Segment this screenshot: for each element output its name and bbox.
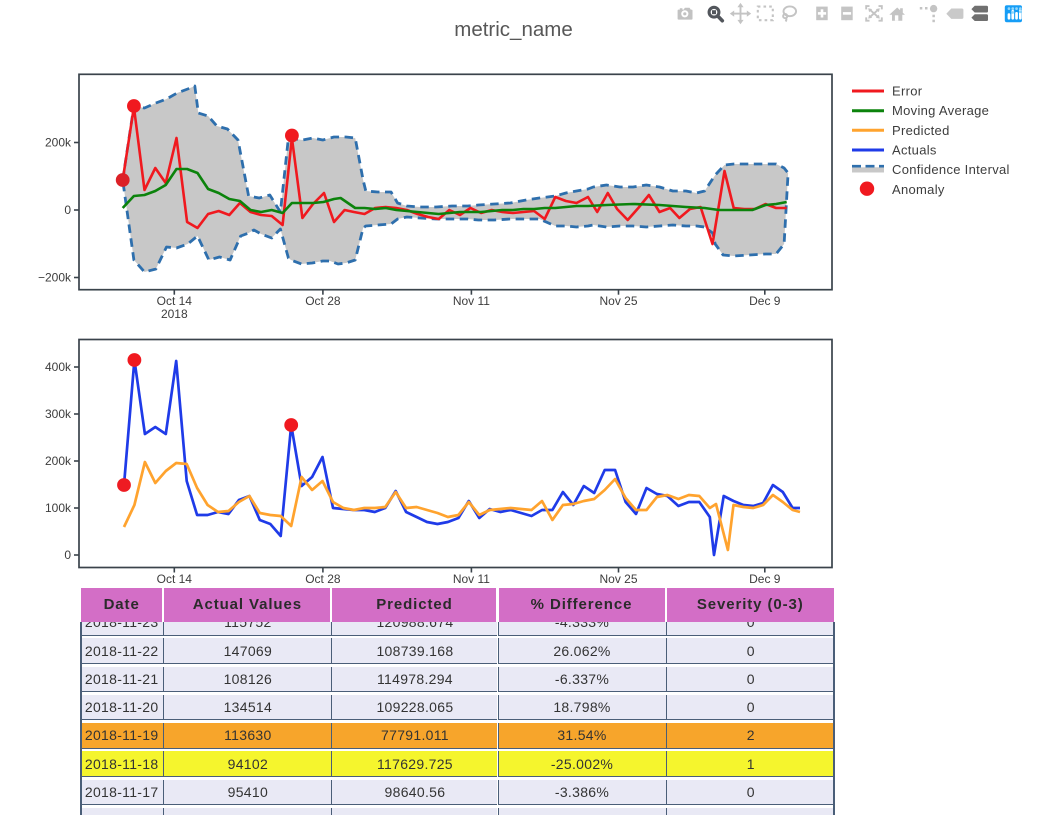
svg-text:Nov 25: Nov 25 <box>599 572 637 586</box>
svg-text:Oct 14: Oct 14 <box>157 572 193 586</box>
svg-text:0: 0 <box>64 548 71 562</box>
svg-text:100k: 100k <box>45 501 72 515</box>
svg-text:Confidence Interval: Confidence Interval <box>892 162 1010 177</box>
svg-text:200k: 200k <box>45 136 72 150</box>
svg-text:Predicted: Predicted <box>892 123 950 138</box>
svg-text:Nov 11: Nov 11 <box>453 294 490 308</box>
svg-text:200k: 200k <box>45 454 72 468</box>
svg-text:Nov 25: Nov 25 <box>599 294 637 308</box>
svg-text:2018: 2018 <box>161 307 188 321</box>
svg-text:Actuals: Actuals <box>892 143 937 158</box>
svg-text:0: 0 <box>64 203 71 217</box>
svg-text:−200k: −200k <box>38 271 72 285</box>
svg-text:Oct 28: Oct 28 <box>305 572 341 586</box>
svg-text:Nov 11: Nov 11 <box>453 572 490 586</box>
svg-text:Error: Error <box>892 84 923 99</box>
svg-text:Oct 28: Oct 28 <box>305 294 341 308</box>
svg-text:400k: 400k <box>45 360 72 374</box>
svg-text:Dec 9: Dec 9 <box>749 294 781 308</box>
svg-text:Anomaly: Anomaly <box>892 182 945 197</box>
svg-text:300k: 300k <box>45 407 72 421</box>
svg-text:Moving Average: Moving Average <box>892 103 989 118</box>
svg-text:Dec 9: Dec 9 <box>749 572 781 586</box>
svg-text:Oct 14: Oct 14 <box>157 294 193 308</box>
